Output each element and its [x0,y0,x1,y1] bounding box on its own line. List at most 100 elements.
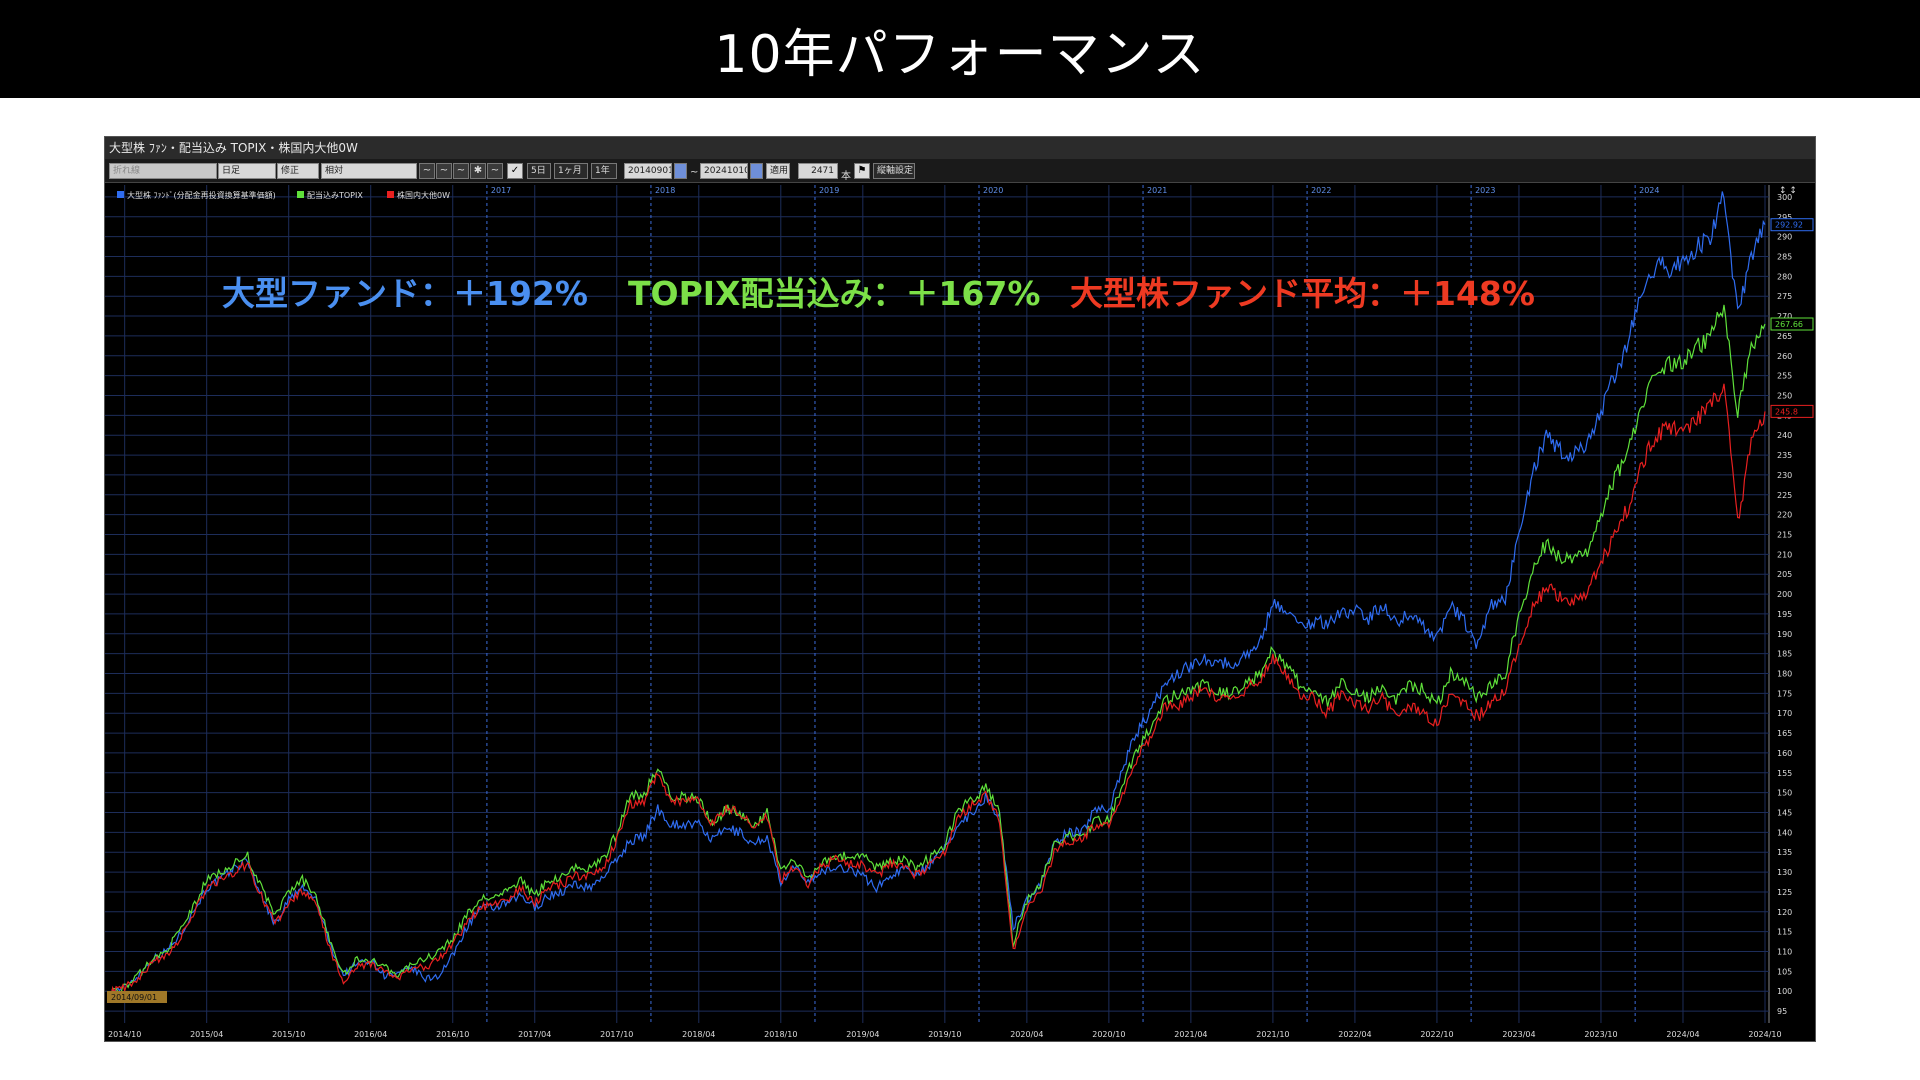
x-tick-label: 2022/10 [1420,1030,1453,1039]
y-tick-label: 110 [1777,948,1792,957]
y-tick-label: 295 [1777,213,1792,222]
headline-fund-average: 大型株ファンド平均：＋148% [1070,274,1535,313]
legend-label: 大型株 ﾌｧﾝﾄﾞ(分配金再投資換算基準価額) [127,190,276,200]
y-tick-label: 180 [1777,670,1792,679]
scale-select[interactable]: 相対 [321,163,417,179]
x-tick-label: 2024/04 [1666,1030,1699,1039]
x-tick-label: 2021/04 [1174,1030,1207,1039]
bar-count-input[interactable]: 2471 [798,163,838,179]
settings-gear-icon[interactable]: ✱ [470,163,486,179]
year-label: 2019 [819,186,839,195]
start-date-badge-label: 2014/09/01 [111,993,157,1002]
start-date-badge [107,991,167,1003]
y-tick-label: 100 [1777,987,1792,996]
calendar-to-icon[interactable] [750,163,763,179]
y-tick-label: 130 [1777,868,1792,877]
x-tick-label: 2019/04 [846,1030,879,1039]
last-value-label: 245.8 [1775,407,1798,416]
headline-topix: TOPIX配当込み：＋167% [628,274,1041,313]
year-label: 2020 [983,186,1003,195]
y-tick-label: 265 [1777,332,1792,341]
y-tick-label: 235 [1777,451,1792,460]
legend-swatch [297,191,304,198]
y-tick-label: 285 [1777,252,1792,261]
last-value-tag [1770,317,1814,331]
x-tick-label: 2022/04 [1338,1030,1371,1039]
y-tick-label: 165 [1777,729,1792,738]
last-value-tag [1770,218,1814,232]
y-tick-label: 95 [1777,1007,1787,1016]
year-label: 2021 [1147,186,1167,195]
year-label: 2017 [491,186,511,195]
x-tick-label: 2015/04 [190,1030,223,1039]
y-tick-label: 240 [1777,431,1792,440]
title-bar: 10年パフォーマンス [0,0,1920,98]
x-tick-label: 2023/10 [1584,1030,1617,1039]
x-tick-label: 2024/10 [1748,1030,1781,1039]
y-tick-label: 200 [1777,590,1792,599]
x-tick-label: 2015/10 [272,1030,305,1039]
x-tick-label: 2017/10 [600,1030,633,1039]
y-tick-label: 145 [1777,809,1792,818]
last-value-label: 292.92 [1775,221,1803,230]
y-tick-label: 185 [1777,650,1792,659]
check-icon[interactable]: ✓ [507,163,523,179]
x-tick-label: 2019/10 [928,1030,961,1039]
plot-background [105,183,1815,1041]
year-label: 2024 [1639,186,1659,195]
y-tick-label: 170 [1777,709,1792,718]
adjust-select[interactable]: 修正 [277,163,319,179]
date-to-input[interactable]: 20241010 [700,163,748,179]
x-tick-label: 2016/10 [436,1030,469,1039]
x-tick-label: 2016/04 [354,1030,387,1039]
compare-icon[interactable]: ~ [487,163,503,179]
y-tick-label: 190 [1777,630,1792,639]
y-tick-label: 290 [1777,233,1792,242]
y-tick-label: 120 [1777,908,1792,917]
year-label: 2018 [655,186,675,195]
y-tick-label: 150 [1777,789,1792,798]
range-5d-button[interactable]: 5日 [527,163,551,179]
legend-swatch [117,191,124,198]
apply-button[interactable]: 適用 [766,163,790,179]
axis-settings-button[interactable]: 縦軸設定 [873,163,915,179]
range-1m-button[interactable]: 1ヶ月 [554,163,588,179]
y-tick-label: 215 [1777,530,1792,539]
y-tick-label: 280 [1777,272,1792,281]
bar-count-unit: 本 [841,171,851,182]
candle-chart-icon[interactable]: ~ [453,163,469,179]
area-chart-icon[interactable]: ~ [436,163,452,179]
range-1y-button[interactable]: 1年 [591,163,617,179]
line-chart-icon[interactable]: ~ [419,163,435,179]
chart-type-select[interactable]: 折れ線 [109,163,217,179]
y-tick-label: 260 [1777,352,1792,361]
y-tick-label: 115 [1777,928,1792,937]
date-from-input[interactable]: 20140901 [624,163,672,179]
y-tick-label: 155 [1777,769,1792,778]
series-line-2 [110,304,1766,995]
y-tick-label: 255 [1777,372,1792,381]
last-value-label: 267.66 [1775,320,1803,329]
y-tick-label: 135 [1777,848,1792,857]
window-title: 大型株 ﾌｧﾝ・配当込み TOPIX・株国内大他0W [105,137,1815,159]
legend-label: 株国内大他0W [397,190,450,200]
y-tick-label: 250 [1777,391,1792,400]
series-line-3 [110,383,1766,995]
chart-area: 95 100 105 110 115 120 125 130 135 140 145 150 155 16… [105,183,1815,1041]
calendar-from-icon[interactable] [674,163,687,179]
x-tick-label: 2018/10 [764,1030,797,1039]
flag-icon[interactable]: ⚑ [854,163,870,179]
date-separator: ~ [690,167,699,178]
y-tick-label: 225 [1777,491,1792,500]
y-tick-label: 300 [1777,193,1792,202]
x-tick-label: 2018/04 [682,1030,715,1039]
y-tick-label: 220 [1777,511,1792,520]
x-tick-label: 2017/04 [518,1030,551,1039]
last-value-tag [1770,404,1814,418]
axis-scroll-icon: ↕ ↕ [1779,186,1797,196]
legend-label: 配当込みTOPIX [307,190,363,200]
interval-select[interactable]: 日足 [218,163,276,179]
y-tick-label: 210 [1777,550,1792,559]
y-tick-label: 270 [1777,312,1792,321]
headline-large-fund: 大型ファンド：＋192% [222,274,588,313]
